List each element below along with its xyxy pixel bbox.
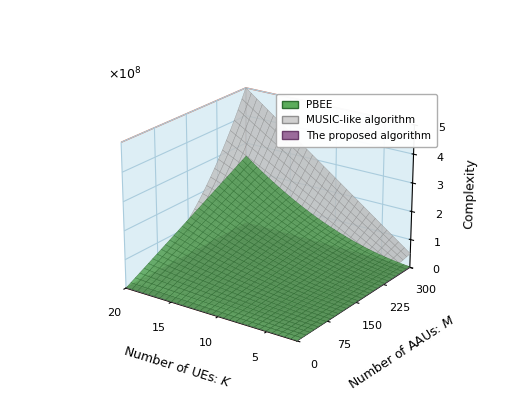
Text: $\times 10^8$: $\times 10^8$ bbox=[108, 66, 141, 82]
Y-axis label: Number of AAUs: $M$: Number of AAUs: $M$ bbox=[346, 313, 457, 393]
Legend: PBEE, MUSIC-like algorithm, The proposed algorithm: PBEE, MUSIC-like algorithm, The proposed… bbox=[276, 94, 437, 147]
X-axis label: Number of UEs: $K$: Number of UEs: $K$ bbox=[122, 344, 234, 390]
